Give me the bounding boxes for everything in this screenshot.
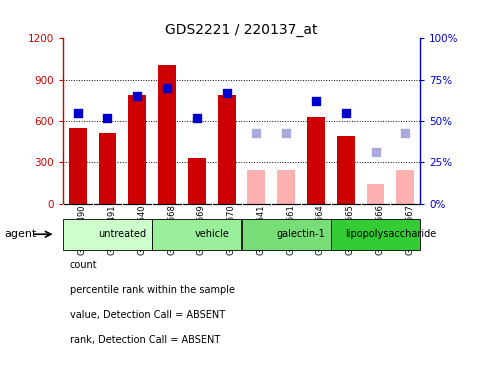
Point xyxy=(342,110,350,116)
Point xyxy=(312,98,320,104)
Bar xyxy=(277,170,295,204)
Point xyxy=(253,129,260,136)
Bar xyxy=(152,219,242,250)
Point xyxy=(193,114,201,121)
Bar xyxy=(397,170,414,204)
Point xyxy=(372,149,380,156)
Text: value, Detection Call = ABSENT: value, Detection Call = ABSENT xyxy=(70,310,225,320)
Text: vehicle: vehicle xyxy=(194,229,229,239)
Point xyxy=(133,93,141,99)
Bar xyxy=(247,170,265,204)
Text: GSM112490: GSM112490 xyxy=(78,204,86,255)
Bar xyxy=(331,219,420,250)
Bar xyxy=(99,133,116,204)
Title: GDS2221 / 220137_at: GDS2221 / 220137_at xyxy=(165,23,318,37)
Text: GSM112669: GSM112669 xyxy=(197,204,206,255)
Text: GSM112668: GSM112668 xyxy=(167,204,176,255)
Bar xyxy=(242,219,331,250)
Bar xyxy=(307,117,325,204)
Text: count: count xyxy=(70,260,97,270)
Point xyxy=(74,110,82,116)
Point xyxy=(163,85,171,91)
Bar xyxy=(63,219,152,250)
Text: GSM112665: GSM112665 xyxy=(346,204,355,255)
Text: GSM112661: GSM112661 xyxy=(286,204,295,255)
Text: GSM112666: GSM112666 xyxy=(376,204,384,255)
Bar xyxy=(69,128,86,204)
Bar xyxy=(367,184,384,204)
Bar xyxy=(158,65,176,204)
Text: lipopolysaccharide: lipopolysaccharide xyxy=(345,229,436,239)
Point xyxy=(282,129,290,136)
Bar xyxy=(337,136,355,204)
Text: GSM112664: GSM112664 xyxy=(316,204,325,255)
Text: rank, Detection Call = ABSENT: rank, Detection Call = ABSENT xyxy=(70,335,220,345)
Text: untreated: untreated xyxy=(99,229,146,239)
Text: GSM112541: GSM112541 xyxy=(256,204,265,255)
Text: GSM112491: GSM112491 xyxy=(108,204,116,255)
Bar xyxy=(218,95,236,204)
Bar xyxy=(188,158,206,204)
Point xyxy=(401,129,409,136)
Text: GSM112670: GSM112670 xyxy=(227,204,236,255)
Text: GSM112667: GSM112667 xyxy=(405,204,414,255)
Bar xyxy=(128,95,146,204)
Text: galectin-1: galectin-1 xyxy=(277,229,326,239)
Text: GSM112540: GSM112540 xyxy=(137,204,146,255)
Point xyxy=(223,90,230,96)
Text: agent: agent xyxy=(5,229,37,239)
Point xyxy=(104,114,112,121)
Text: percentile rank within the sample: percentile rank within the sample xyxy=(70,285,235,295)
